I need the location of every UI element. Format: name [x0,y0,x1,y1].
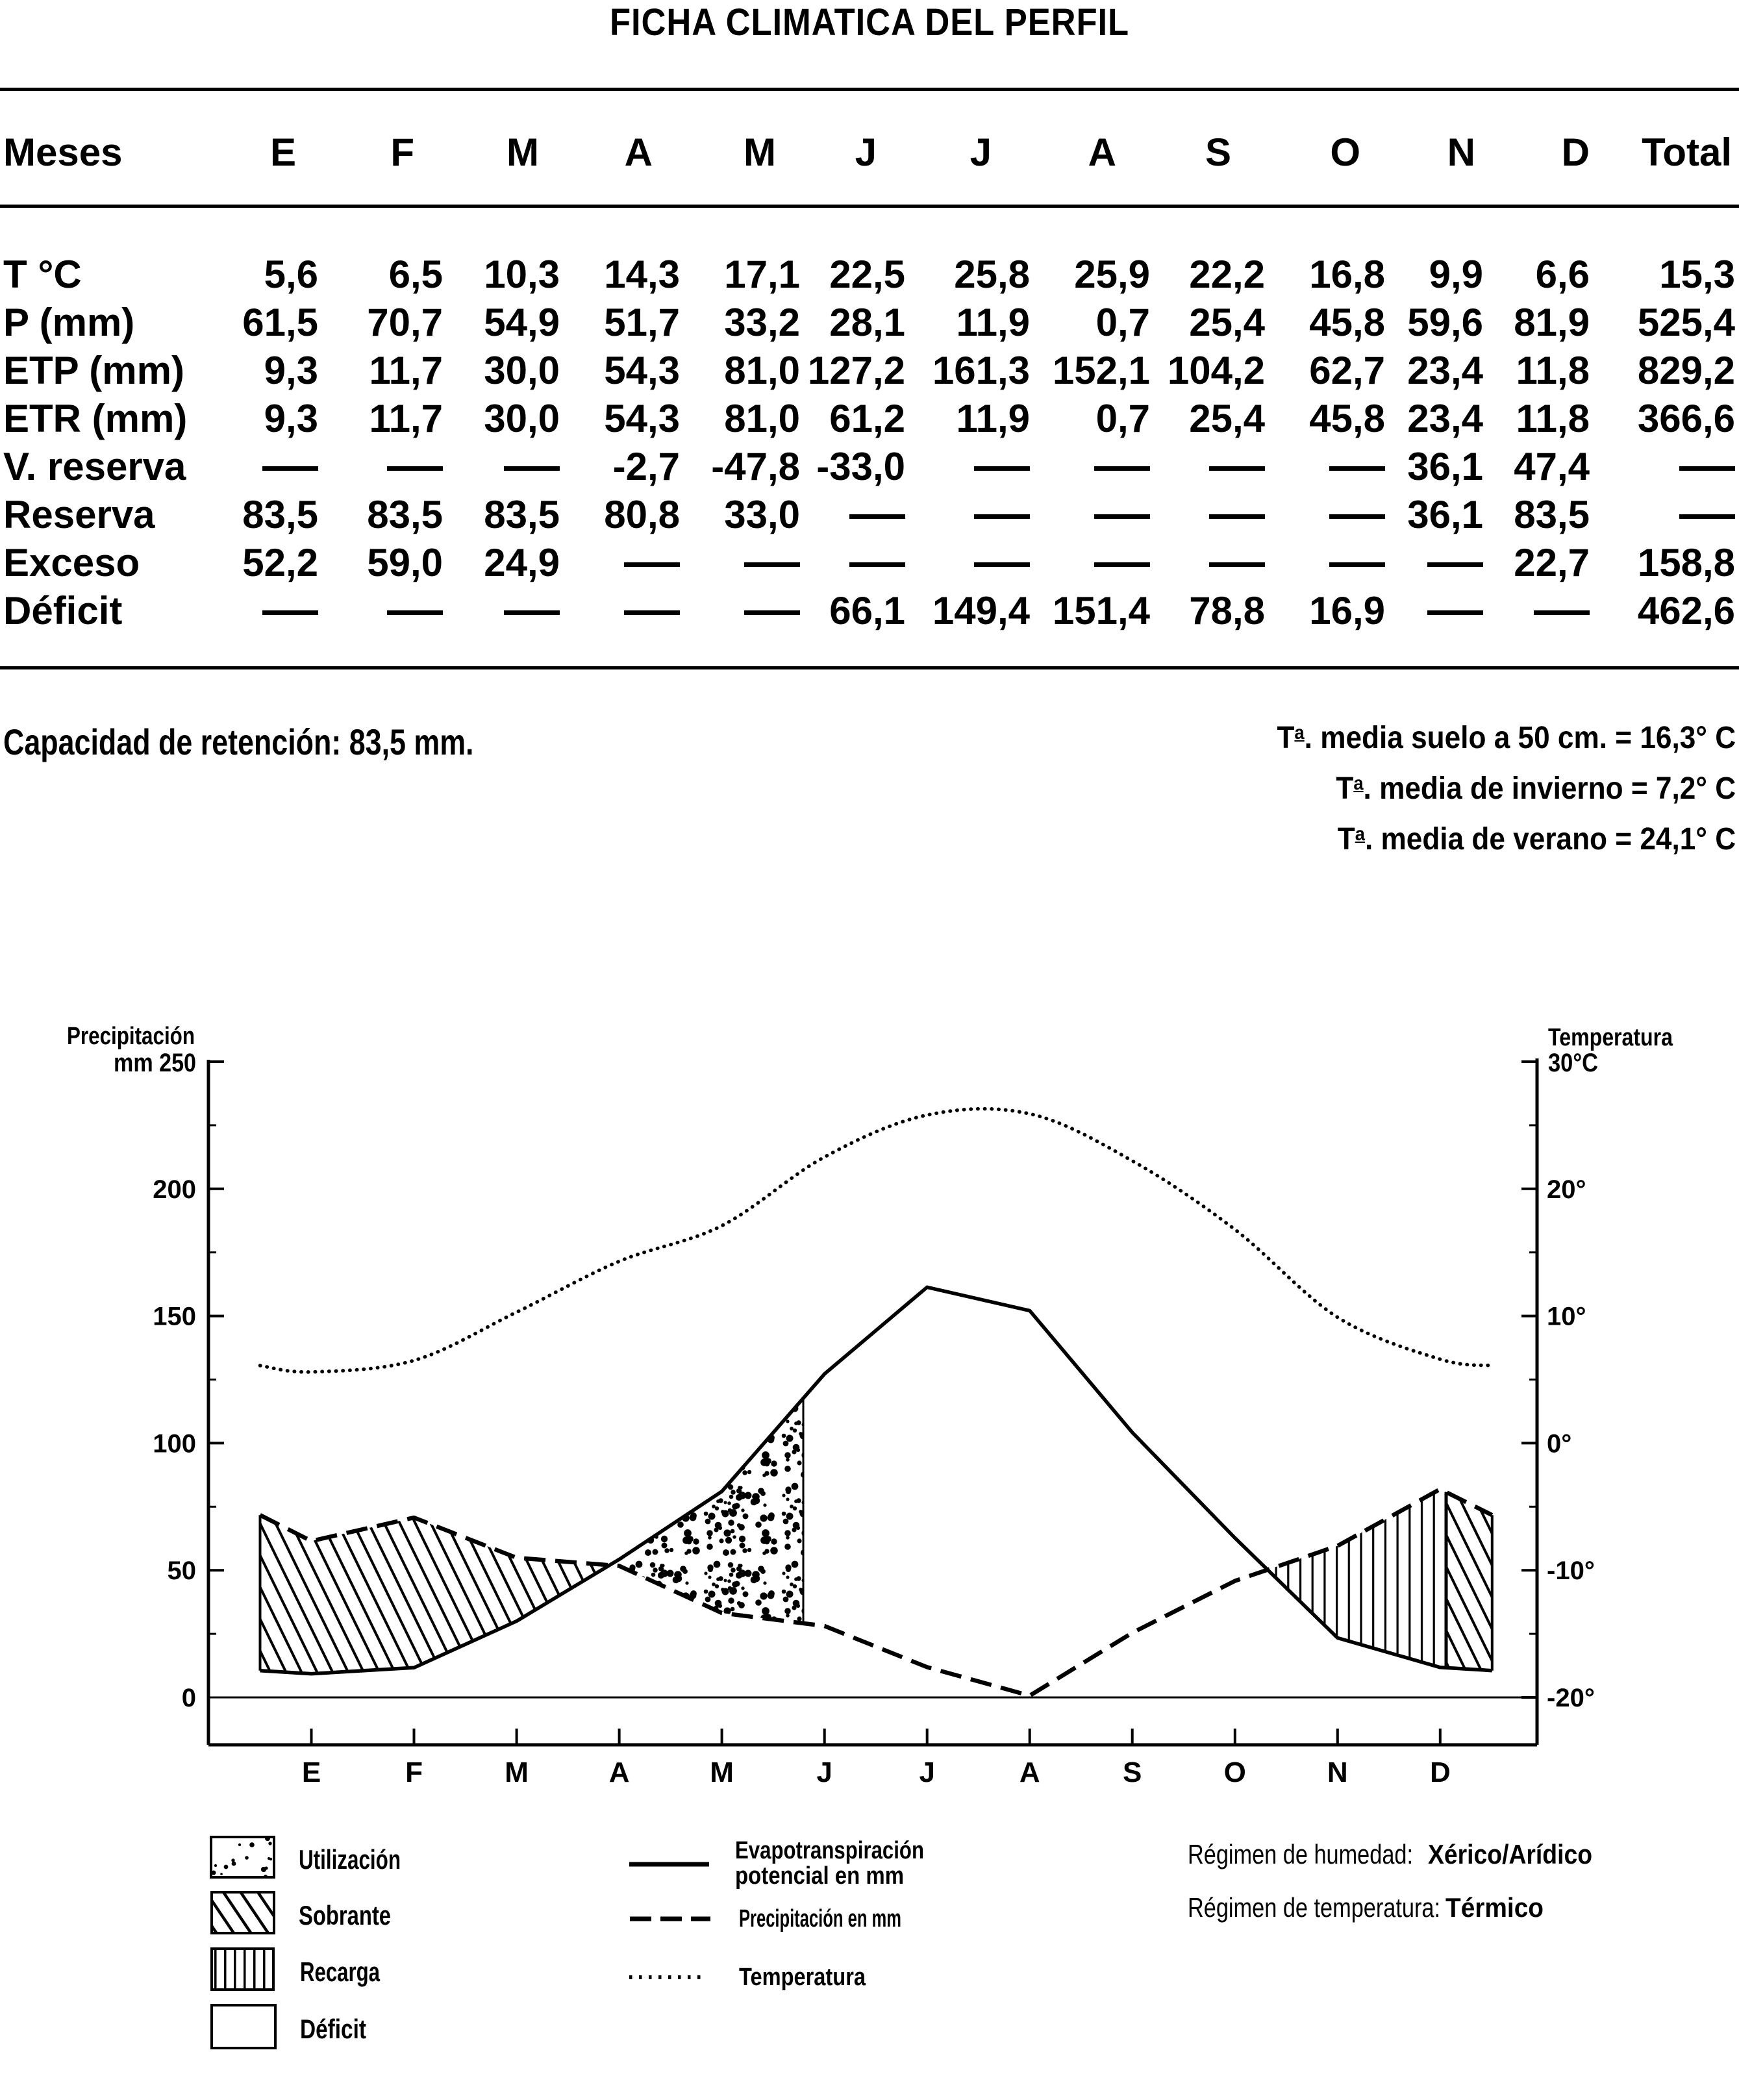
svg-text:50: 50 [168,1556,197,1585]
svg-text:Utilización: Utilización [299,1844,401,1875]
svg-text:Déficit: Déficit [300,2014,366,2044]
svg-text:mm 250: mm 250 [114,1049,196,1077]
svg-text:Evapotranspiración: Evapotranspiración [735,1837,924,1864]
svg-text:potencial en mm: potencial en mm [735,1862,904,1890]
svg-text:0: 0 [182,1684,196,1712]
svg-text:200: 200 [153,1175,196,1204]
svg-text:Régimen de temperatura:: Régimen de temperatura: [1188,1892,1440,1923]
svg-text:M: M [505,1756,529,1788]
svg-text:D: D [1430,1756,1451,1788]
svg-text:J: J [919,1756,934,1788]
svg-text:Temperatura: Temperatura [1548,1024,1673,1051]
svg-text:Recarga: Recarga [300,1956,380,1987]
svg-text:150: 150 [153,1303,196,1331]
svg-text:E: E [302,1756,321,1788]
svg-text:F: F [405,1756,423,1788]
svg-text:A: A [609,1756,630,1788]
svg-text:10°: 10° [1547,1303,1586,1331]
svg-text:Temperatura: Temperatura [739,1964,866,1991]
svg-text:Precipitación: Precipitación [67,1023,195,1050]
svg-text:Térmico: Térmico [1445,1892,1544,1923]
svg-text:30°C: 30°C [1548,1049,1598,1077]
svg-text:-10°: -10° [1547,1556,1595,1585]
svg-text:S: S [1123,1756,1142,1788]
svg-text:20°: 20° [1547,1175,1586,1204]
svg-text:100: 100 [153,1429,196,1458]
svg-text:J: J [816,1756,832,1788]
svg-text:A: A [1020,1756,1040,1788]
svg-text:-20°: -20° [1547,1684,1595,1712]
svg-text:N: N [1327,1756,1348,1788]
svg-text:O: O [1224,1756,1246,1788]
svg-text:Xérico/Arídico: Xérico/Arídico [1428,1839,1592,1869]
svg-text:Precipitación en mm: Precipitación en mm [739,1905,901,1932]
svg-text:M: M [710,1756,734,1788]
svg-text:Régimen de humedad:: Régimen de humedad: [1188,1839,1413,1869]
svg-text:0°: 0° [1547,1429,1571,1458]
svg-text:Sobrante: Sobrante [299,1900,391,1931]
